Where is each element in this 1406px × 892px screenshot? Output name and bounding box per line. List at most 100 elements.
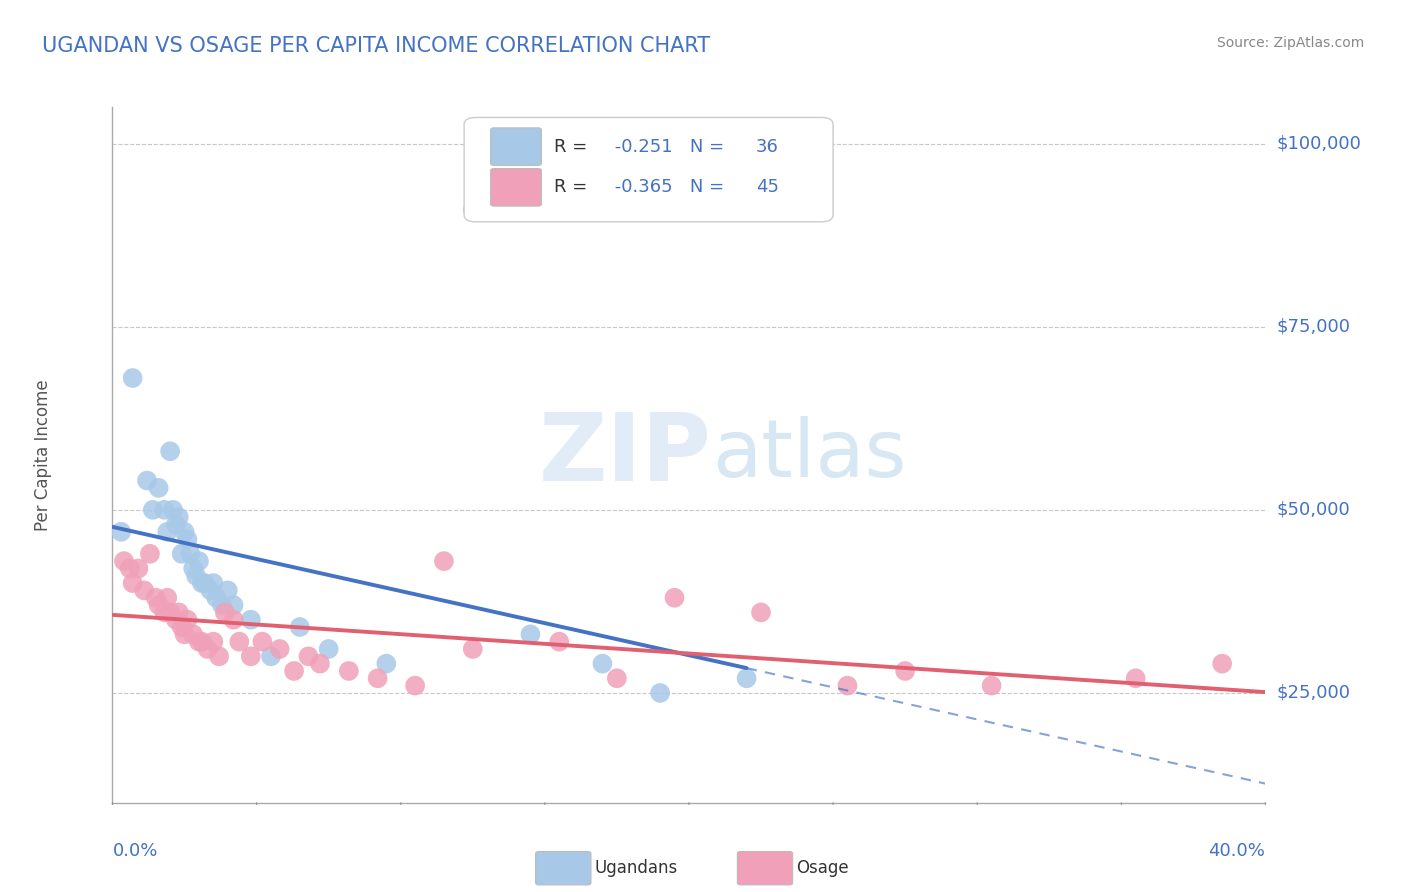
Text: -0.365   N =: -0.365 N = xyxy=(609,178,730,196)
Text: $100,000: $100,000 xyxy=(1277,135,1361,153)
Point xyxy=(894,664,917,678)
Point xyxy=(165,517,187,532)
Point xyxy=(1211,657,1233,671)
Point xyxy=(148,481,170,495)
Point xyxy=(112,554,135,568)
Point xyxy=(170,620,193,634)
Point xyxy=(176,532,198,546)
Point xyxy=(837,679,859,693)
Point xyxy=(297,649,319,664)
Point xyxy=(404,679,426,693)
Point xyxy=(194,576,217,591)
Point xyxy=(179,547,201,561)
Point xyxy=(173,524,195,539)
Text: Osage: Osage xyxy=(796,859,849,877)
Text: -0.251   N =: -0.251 N = xyxy=(609,137,730,155)
Text: atlas: atlas xyxy=(711,416,907,494)
Point xyxy=(134,583,156,598)
Point xyxy=(176,613,198,627)
Text: 40.0%: 40.0% xyxy=(1209,842,1265,860)
Text: Source: ZipAtlas.com: Source: ZipAtlas.com xyxy=(1216,36,1364,50)
Point xyxy=(318,642,340,657)
Point xyxy=(749,606,772,620)
Point xyxy=(188,634,211,648)
Point xyxy=(1125,671,1147,685)
Point xyxy=(461,642,484,657)
Point xyxy=(211,598,233,612)
Point xyxy=(214,606,236,620)
Point xyxy=(110,524,132,539)
Point xyxy=(118,561,141,575)
Point xyxy=(136,474,159,488)
Text: 0.0%: 0.0% xyxy=(112,842,157,860)
FancyBboxPatch shape xyxy=(491,128,541,165)
Point xyxy=(367,671,389,685)
Point xyxy=(228,634,250,648)
Point xyxy=(181,561,204,575)
Point xyxy=(648,686,672,700)
Text: R =: R = xyxy=(554,178,593,196)
FancyBboxPatch shape xyxy=(536,852,591,885)
Point xyxy=(148,598,170,612)
Point xyxy=(200,583,222,598)
Point xyxy=(269,642,291,657)
Point xyxy=(461,202,484,217)
Point xyxy=(202,634,225,648)
Point xyxy=(252,634,274,648)
Point xyxy=(145,591,167,605)
Point xyxy=(159,444,181,458)
Point xyxy=(606,671,628,685)
Point xyxy=(260,649,283,664)
Point xyxy=(121,576,143,591)
Point xyxy=(283,664,305,678)
Point xyxy=(139,547,162,561)
Point xyxy=(239,613,262,627)
Point xyxy=(735,671,758,685)
Text: $50,000: $50,000 xyxy=(1277,500,1350,519)
FancyBboxPatch shape xyxy=(737,852,793,885)
Point xyxy=(375,657,398,671)
Point xyxy=(165,613,187,627)
Point xyxy=(980,679,1002,693)
Point xyxy=(167,510,190,524)
Point xyxy=(217,583,239,598)
Point xyxy=(167,606,190,620)
Point xyxy=(208,649,231,664)
Point xyxy=(153,503,176,517)
Text: ZIP: ZIP xyxy=(538,409,711,501)
Point xyxy=(433,554,456,568)
Point xyxy=(170,547,193,561)
Text: UGANDAN VS OSAGE PER CAPITA INCOME CORRELATION CHART: UGANDAN VS OSAGE PER CAPITA INCOME CORRE… xyxy=(42,36,710,55)
Point xyxy=(197,642,219,657)
Text: Ugandans: Ugandans xyxy=(595,859,678,877)
Point xyxy=(592,657,614,671)
Point xyxy=(153,606,176,620)
Text: $25,000: $25,000 xyxy=(1277,684,1351,702)
Point xyxy=(156,524,179,539)
Point xyxy=(156,591,179,605)
Point xyxy=(202,576,225,591)
Text: R =: R = xyxy=(554,137,593,155)
Text: $75,000: $75,000 xyxy=(1277,318,1351,335)
Point xyxy=(127,561,149,575)
Point xyxy=(162,503,184,517)
Point xyxy=(121,371,143,385)
Text: Per Capita Income: Per Capita Income xyxy=(34,379,52,531)
Point xyxy=(159,606,181,620)
Point xyxy=(239,649,262,664)
Point xyxy=(519,627,541,641)
Point xyxy=(184,568,207,582)
FancyBboxPatch shape xyxy=(491,169,541,206)
Point xyxy=(173,627,195,641)
Point xyxy=(205,591,228,605)
Point xyxy=(288,620,311,634)
Point xyxy=(222,598,245,612)
FancyBboxPatch shape xyxy=(464,118,832,222)
Point xyxy=(309,657,332,671)
Point xyxy=(664,591,686,605)
Text: 36: 36 xyxy=(756,137,779,155)
Point xyxy=(181,627,204,641)
Point xyxy=(337,664,360,678)
Point xyxy=(222,613,245,627)
Point xyxy=(191,634,214,648)
